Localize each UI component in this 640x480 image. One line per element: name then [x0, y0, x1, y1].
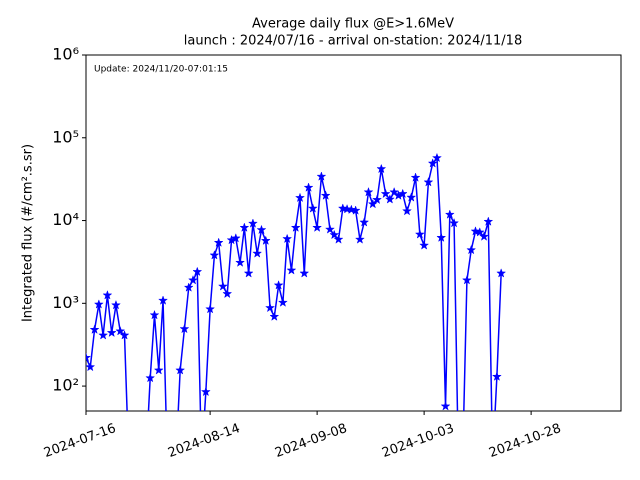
- plot-area: [86, 152, 507, 411]
- data-marker: [354, 234, 365, 244]
- data-marker: [86, 361, 96, 372]
- data-marker: [431, 152, 442, 163]
- data-marker: [235, 257, 246, 267]
- data-marker: [179, 323, 190, 334]
- data-marker: [93, 299, 104, 309]
- data-marker: [367, 198, 378, 209]
- data-marker: [277, 297, 288, 307]
- data-marker: [312, 222, 323, 232]
- data-marker: [119, 330, 130, 340]
- data-marker: [192, 266, 203, 277]
- data-marker: [187, 274, 199, 285]
- data-marker: [380, 188, 391, 199]
- data-marker: [401, 205, 413, 216]
- data-marker: [209, 250, 220, 260]
- data-marker: [320, 190, 331, 200]
- data-marker: [145, 372, 156, 383]
- data-marker: [98, 330, 109, 340]
- data-marker: [290, 222, 301, 232]
- data-marker: [316, 171, 327, 181]
- data-marker: [247, 218, 258, 228]
- data-marker: [491, 371, 502, 381]
- data-marker: [376, 163, 387, 174]
- data-marker: [252, 248, 263, 258]
- data-marker: [307, 203, 318, 213]
- data-marker: [436, 232, 447, 242]
- y-axis-label: Integrated flux (#/cm².s.sr): [21, 144, 36, 322]
- data-marker: [282, 233, 293, 244]
- data-marker: [333, 234, 344, 244]
- data-marker: [110, 299, 121, 310]
- data-marker: [303, 182, 314, 192]
- annotation: Update: 2024/11/20-07:01:15: [94, 65, 228, 75]
- data-marker: [158, 295, 169, 305]
- data-marker: [273, 280, 284, 290]
- data-marker: [256, 224, 267, 235]
- chart-title: Average daily flux @E>1.6MeV: [252, 17, 454, 32]
- data-marker: [414, 229, 425, 239]
- data-marker: [175, 365, 186, 375]
- data-marker: [153, 365, 164, 375]
- data-marker: [230, 233, 241, 243]
- data-marker: [217, 281, 228, 291]
- data-marker: [102, 290, 113, 300]
- data-line: [86, 155, 502, 411]
- data-marker: [200, 386, 211, 397]
- chart-subtitle: launch : 2024/07/16 - arrival on-station…: [184, 34, 522, 49]
- data-marker: [260, 235, 271, 246]
- data-marker: [363, 186, 374, 197]
- data-marker: [89, 324, 100, 334]
- data-marker: [213, 237, 224, 247]
- data-marker: [239, 222, 250, 232]
- data-marker: [372, 194, 383, 205]
- data-marker: [444, 209, 455, 219]
- data-marker: [324, 224, 335, 234]
- data-marker: [466, 244, 477, 255]
- data-marker: [269, 311, 280, 321]
- data-marker: [440, 401, 451, 411]
- data-marker: [149, 309, 160, 320]
- data-marker: [419, 240, 430, 250]
- data-marker: [474, 227, 485, 237]
- data-marker: [359, 217, 370, 227]
- data-marker: [222, 288, 233, 299]
- data-marker: [423, 177, 434, 187]
- data-marker: [294, 192, 306, 203]
- data-marker: [479, 231, 490, 241]
- y-tick-label: 10⁶: [52, 45, 79, 64]
- data-marker: [183, 282, 194, 292]
- data-marker: [115, 325, 126, 336]
- data-marker: [106, 327, 117, 338]
- y-tick-label: 10⁵: [52, 127, 79, 146]
- data-marker: [350, 205, 361, 215]
- y-tick-label: 10³: [52, 293, 79, 312]
- data-marker: [299, 268, 310, 278]
- y-tick-label: 10⁴: [52, 210, 79, 229]
- data-marker: [329, 229, 340, 240]
- data-marker: [205, 303, 216, 314]
- data-marker: [243, 268, 254, 278]
- data-marker: [483, 216, 494, 226]
- data-marker: [406, 192, 417, 202]
- data-marker: [265, 302, 276, 313]
- data-marker: [496, 268, 507, 278]
- data-marker: [427, 158, 438, 168]
- data-marker: [449, 217, 460, 228]
- data-marker: [397, 188, 408, 199]
- plot-frame: [85, 54, 622, 412]
- data-marker: [410, 172, 421, 182]
- data-marker: [86, 352, 92, 362]
- y-tick-label: 10²: [52, 376, 79, 395]
- data-marker: [286, 265, 297, 275]
- data-marker: [384, 194, 395, 204]
- data-marker: [461, 274, 472, 285]
